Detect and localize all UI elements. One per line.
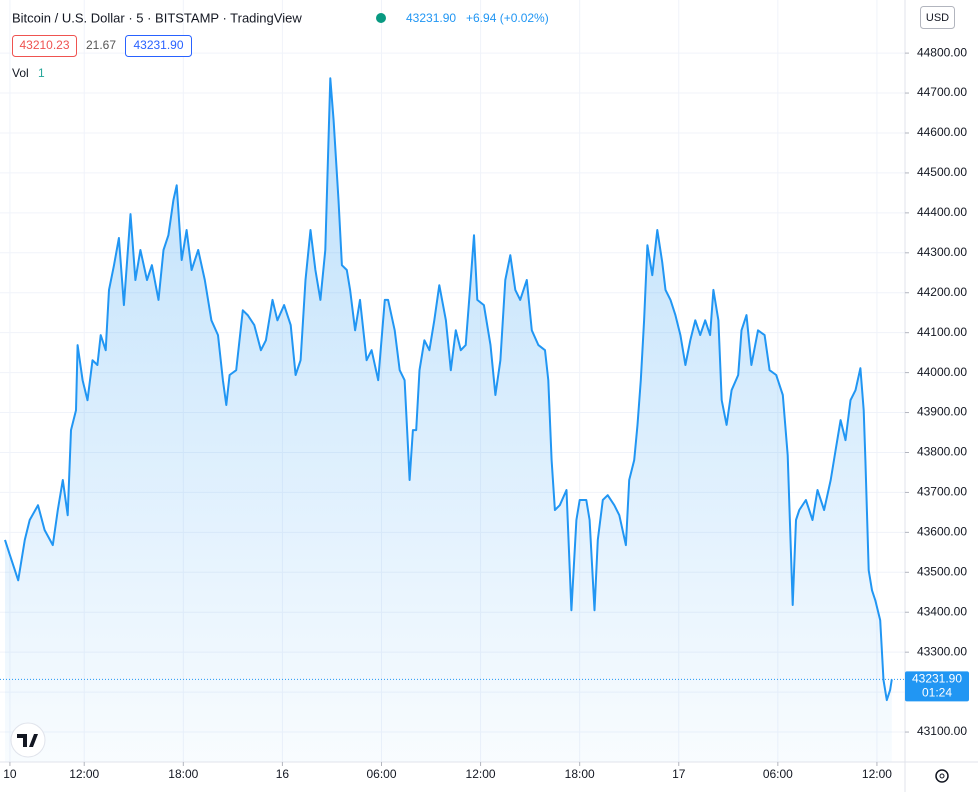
volume-value: 1 (38, 66, 45, 80)
last-price: 43231.90 (406, 11, 456, 25)
bid: 43210.23 (19, 38, 69, 52)
y-tick-label: 44000.00 (917, 365, 967, 379)
currency-button[interactable] (920, 6, 955, 29)
x-tick-label: 12:00 (466, 767, 496, 781)
price-line (4, 77, 893, 702)
chart-title: Bitcoin / U.S. Dollar · 5 · BITSTAMP · T… (12, 10, 302, 25)
y-tick-label: 44100.00 (917, 325, 967, 339)
y-tick-label: 43900.00 (917, 405, 967, 419)
y-tick-label: 44600.00 (917, 125, 967, 139)
last-price-label: 43231.90 (912, 672, 962, 686)
bid-box[interactable] (12, 35, 77, 57)
spread: 21.67 (86, 38, 116, 52)
y-tick-label: 43800.00 (917, 445, 967, 459)
countdown: 01:24 (922, 686, 952, 700)
x-tick-label: 18:00 (168, 767, 198, 781)
y-tick-label: 44700.00 (917, 85, 967, 99)
y-tick-label: 44500.00 (917, 165, 967, 179)
y-tick-label: 43600.00 (917, 525, 967, 539)
y-tick-label: 44800.00 (917, 45, 967, 59)
y-tick-label: 43100.00 (917, 724, 967, 738)
y-tick-label: 43400.00 (917, 604, 967, 618)
x-tick-label: 10 (3, 767, 17, 781)
ask: 43231.90 (133, 38, 183, 52)
x-tick-label: 06:00 (366, 767, 396, 781)
y-tick-label: 44300.00 (917, 245, 967, 259)
x-tick-label: 12:00 (69, 767, 99, 781)
price-change: +6.94 (+0.02%) (466, 11, 549, 25)
settings-button[interactable] (935, 769, 949, 783)
y-tick-label: 43300.00 (917, 644, 967, 658)
volume-label: Vol (12, 66, 29, 80)
x-tick-label: 12:00 (862, 767, 892, 781)
y-tick-label: 43700.00 (917, 485, 967, 499)
x-tick-label: 06:00 (763, 767, 793, 781)
status-dot (376, 13, 386, 23)
x-tick-label: 17 (672, 767, 686, 781)
x-tick-label: 16 (276, 767, 290, 781)
y-tick-label: 43500.00 (917, 564, 967, 578)
y-tick-label: 44400.00 (917, 205, 967, 219)
currency: USD (926, 12, 949, 24)
logo (10, 722, 46, 758)
x-tick-label: 18:00 (565, 767, 595, 781)
y-tick-label: 44200.00 (917, 285, 967, 299)
area-fill (5, 78, 892, 763)
last-price-box (905, 671, 969, 702)
ask-box[interactable] (125, 35, 192, 57)
